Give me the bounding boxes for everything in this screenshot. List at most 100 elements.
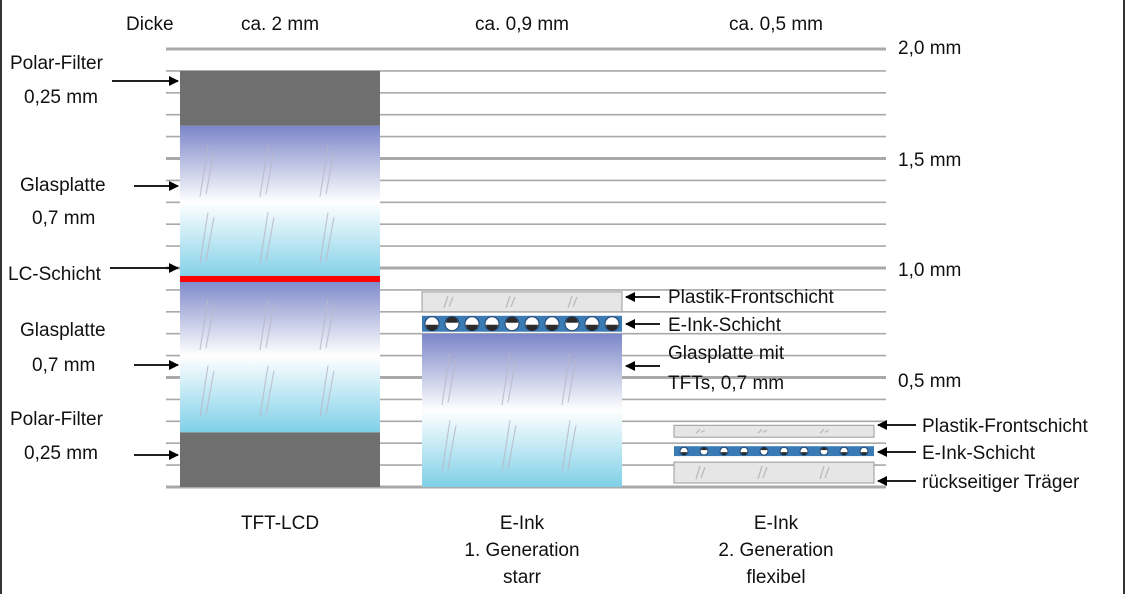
gen1-eink-layer-label: E-Ink-Schicht [668, 315, 782, 336]
ink-particles [801, 452, 807, 456]
gen1-glass-tft-label-line2: TFTs, 0,7 mm [668, 373, 784, 394]
plastic-streak [567, 295, 573, 309]
glass-streak [447, 358, 457, 403]
ink-particles [701, 447, 707, 451]
glass-streak [325, 303, 335, 348]
glass-streak [259, 298, 269, 351]
plastic-streaks [443, 295, 578, 309]
ink-particles [446, 316, 458, 323]
plastic-streak [572, 296, 578, 308]
glass-streak [325, 150, 335, 195]
glass-streak [447, 425, 457, 470]
glass-streak [325, 370, 335, 415]
layer-stacks [180, 70, 875, 487]
gen2-back-carrier-label: rückseitiger Träger [922, 472, 1080, 493]
gen2-plastic-front [673, 424, 875, 438]
column-name-eink-gen2-line1: E-Ink [754, 513, 799, 534]
ink-particles [721, 452, 727, 456]
ink-particles [841, 452, 847, 456]
tft-glass-top-thickness: 0,7 mm [32, 208, 95, 229]
tft-glass-top [180, 125, 380, 279]
glass-streak [205, 370, 215, 415]
tft-lc-layer-label: LC-Schicht [8, 264, 102, 285]
tft-glass-bottom-thickness: 0,7 mm [32, 355, 95, 376]
glass-streak [567, 358, 577, 403]
gen2-eink-layer-label: E-Ink-Schicht [922, 443, 1036, 464]
ink-particles [586, 324, 598, 331]
ink-particles [526, 324, 538, 331]
ink-particles [566, 316, 578, 323]
ink-particles [426, 324, 438, 331]
tft-polar-filter-top [180, 70, 380, 126]
plastic-streak [443, 295, 449, 309]
tft-glass-bottom [180, 278, 380, 433]
ink-particles [506, 316, 518, 323]
plastic-streak [700, 429, 706, 433]
glass-streak [199, 145, 209, 197]
plastic-streak [757, 465, 763, 480]
gen1-glass-tft [422, 333, 622, 487]
column-name-eink-gen2-line3: flexibel [746, 567, 805, 588]
glass-streak [205, 217, 215, 262]
ink-particles [466, 324, 478, 331]
gen2-plastic-front-label: Plastik-Frontschicht [922, 416, 1088, 437]
glass-streak [199, 365, 209, 417]
plastic-streak [824, 466, 830, 479]
glass-streak [265, 150, 275, 195]
gen2-eink-layer [674, 446, 874, 457]
glass-streak [507, 425, 517, 470]
ink-particles [681, 452, 687, 456]
tft-glass-bottom-label: Glasplatte [20, 320, 106, 341]
ink-particles [741, 452, 747, 456]
glass-streak [561, 420, 571, 472]
glass-streak [265, 303, 275, 348]
plastic-streak [505, 295, 511, 309]
ink-particles [821, 447, 827, 451]
column-thickness-eink-gen2: ca. 0,5 mm [729, 14, 823, 35]
glass-streak [501, 420, 511, 472]
glass-streak [319, 145, 329, 197]
glass-streak [265, 217, 275, 262]
callout-arrows [110, 76, 916, 486]
plastic-streak [824, 429, 830, 433]
glass-streak [319, 365, 329, 417]
scale-label-2-0: 2,0 mm [898, 38, 961, 59]
tft-glass-top-label: Glasplatte [20, 175, 106, 196]
glass-streak [441, 420, 451, 472]
plastic-streak [510, 296, 516, 308]
glass-streak [205, 303, 215, 348]
plastic-streak [695, 465, 701, 480]
tft-polar-top-label: Polar-Filter [10, 53, 104, 74]
column-name-eink-gen1-line2: 1. Generation [464, 540, 579, 561]
glass-streaks [441, 353, 577, 472]
plastic-streak [762, 429, 768, 433]
column-name-tft-lcd: TFT-LCD [241, 513, 319, 534]
scale-label-0-5: 0,5 mm [898, 371, 961, 392]
glass-streaks [199, 298, 335, 417]
plastic-streak [819, 428, 825, 434]
glass-streak [507, 358, 517, 403]
glass-streak [319, 298, 329, 351]
ink-particles [861, 452, 867, 456]
plastic-streak [819, 465, 825, 480]
tft-polar-top-thickness: 0,25 mm [24, 87, 98, 108]
gen1-plastic-front-label: Plastik-Frontschicht [668, 287, 834, 308]
glass-streak [265, 370, 275, 415]
gen1-glass-tft-label-line1: Glasplatte mit [668, 343, 785, 364]
glass-streak [259, 365, 269, 417]
scale-label-1-5: 1,5 mm [898, 150, 961, 171]
column-name-eink-gen2-line2: 2. Generation [718, 540, 833, 561]
ink-particles [546, 324, 558, 331]
glass-streak [325, 217, 335, 262]
ink-particles [761, 447, 767, 451]
scale-label-1-0: 1,0 mm [898, 260, 961, 281]
thickness-header: Dicke [126, 14, 174, 35]
column-name-eink-gen1-line3: starr [503, 567, 542, 588]
column-name-eink-gen1-line1: E-Ink [500, 513, 545, 534]
glass-streak [205, 150, 215, 195]
column-thickness-tft-lcd: ca. 2 mm [241, 14, 319, 35]
plastic-streak [448, 296, 454, 308]
plastic-streak [700, 466, 706, 479]
plastic-streaks [695, 465, 830, 480]
glass-streaks [199, 145, 335, 264]
